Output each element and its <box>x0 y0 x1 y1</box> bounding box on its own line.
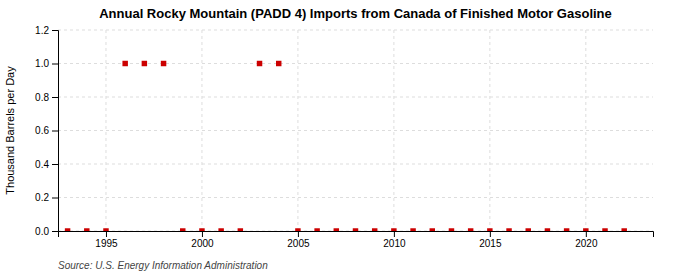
tick-label: 0.6 <box>35 125 49 136</box>
point <box>468 228 473 231</box>
tick-label: 0.4 <box>35 159 49 170</box>
grid-line <box>489 30 490 231</box>
tick-label: 1.2 <box>35 25 49 36</box>
point <box>65 228 70 231</box>
tick: 2005 <box>287 231 310 249</box>
grid-line <box>105 30 106 231</box>
tick-mark <box>52 97 58 98</box>
point <box>583 228 588 231</box>
point <box>564 228 569 231</box>
tick: 2020 <box>575 231 598 249</box>
tick-mark <box>52 164 58 165</box>
tick-label: 2010 <box>383 238 406 249</box>
point <box>410 228 415 231</box>
point <box>218 228 223 231</box>
point <box>391 228 396 231</box>
tick-label: 2020 <box>575 238 598 249</box>
point <box>526 228 531 231</box>
points <box>65 61 627 231</box>
tick: 1995 <box>95 231 118 249</box>
tick: 2000 <box>191 231 214 249</box>
tick-mark <box>52 30 58 31</box>
x-axis: 1995 2000 2005 2010 2015 2020 <box>59 231 654 249</box>
tick: 0.6 <box>35 125 58 136</box>
point <box>602 228 607 231</box>
grid-line <box>201 30 202 231</box>
point <box>334 228 339 231</box>
tick-mark <box>202 231 203 237</box>
point <box>372 228 377 231</box>
point <box>161 61 166 66</box>
point <box>103 228 108 231</box>
tick: 0.4 <box>35 159 58 170</box>
y-axis: 0.0 0.2 0.4 0.6 0.8 1.0 1.2 <box>35 25 58 237</box>
point <box>545 228 550 231</box>
tick: 1.2 <box>35 25 58 36</box>
tick: 1.0 <box>35 58 58 69</box>
tick-mark <box>298 231 299 237</box>
grid-line <box>58 97 653 98</box>
grid-line <box>58 30 653 31</box>
tick-mark <box>490 231 491 237</box>
tick-label: 0.2 <box>35 192 49 203</box>
tick: 0.8 <box>35 92 58 103</box>
point <box>180 228 185 231</box>
tick-mark <box>394 231 395 237</box>
grid-line <box>297 30 298 231</box>
point <box>276 61 281 66</box>
grid-line <box>393 30 394 231</box>
plot-area: 1995 2000 2005 2010 2015 2020 0.0 0.2 0.4 0.6 0.8 1… <box>35 25 653 249</box>
tick-mark <box>52 198 58 199</box>
point <box>487 228 492 231</box>
point <box>353 228 358 231</box>
chart: 1995 2000 2005 2010 2015 2020 0.0 0.2 0.4 0.6 0.8 1… <box>0 0 675 275</box>
tick: 0.2 <box>35 192 58 203</box>
point <box>238 228 243 231</box>
title: Annual Rocky Mountain (PADD 4) Imports f… <box>99 6 612 21</box>
grid-line <box>58 130 653 131</box>
tick-mark <box>52 64 58 65</box>
tick: 2010 <box>383 231 406 249</box>
point <box>84 228 89 231</box>
tick-label: 2000 <box>191 238 214 249</box>
axis-line <box>52 31 59 232</box>
grid-line <box>585 30 586 231</box>
tick-mark <box>52 131 58 132</box>
tick-mark <box>106 231 107 237</box>
tick-mark <box>52 231 58 232</box>
tick-label: 2015 <box>479 238 502 249</box>
grid-line <box>58 164 653 165</box>
point <box>142 61 147 66</box>
tick: 2015 <box>479 231 502 249</box>
point <box>314 228 319 231</box>
y-axis-title: Thousand Barrels per Day <box>4 66 16 195</box>
point <box>122 61 127 66</box>
tick-label: 2005 <box>287 238 310 249</box>
point <box>199 228 204 231</box>
axis-line <box>59 232 654 238</box>
point <box>449 228 454 231</box>
chart-container: 1995 2000 2005 2010 2015 2020 0.0 0.2 0.4 0.6 0.8 1… <box>0 0 675 275</box>
point <box>295 228 300 231</box>
grid-line <box>58 197 653 198</box>
tick-mark <box>586 231 587 237</box>
source: Source: U.S. Energy Information Administ… <box>58 260 268 271</box>
point <box>506 228 511 231</box>
tick-label: 0.8 <box>35 92 49 103</box>
point <box>621 228 626 231</box>
tick: 0.0 <box>35 226 58 237</box>
tick-label: 1995 <box>95 238 118 249</box>
tick-label: 0.0 <box>35 226 49 237</box>
point <box>257 61 262 66</box>
point <box>430 228 435 231</box>
grid <box>58 30 653 231</box>
tick-label: 1.0 <box>35 58 49 69</box>
grid-line <box>58 63 653 64</box>
